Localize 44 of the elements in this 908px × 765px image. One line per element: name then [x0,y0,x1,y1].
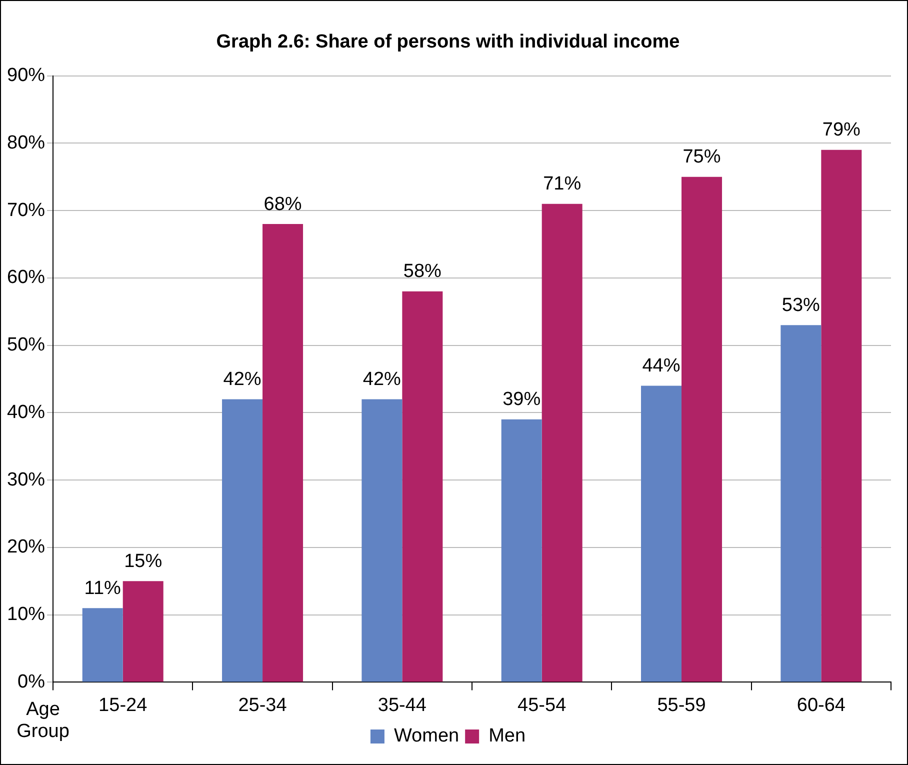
data-label: 79% [822,120,861,141]
bar [542,204,582,682]
data-label: 68% [264,194,302,215]
y-tick-label: 50% [6,334,46,356]
y-tick-label: 80% [6,132,46,154]
data-label: 75% [682,146,721,168]
y-tick-label: 30% [6,469,46,490]
bar [82,608,123,682]
y-tick-label: 60% [6,267,46,288]
y-tick-label: 40% [6,402,46,423]
bar [222,399,263,682]
y-tick-label: 90% [6,65,46,86]
bar [262,224,304,682]
legend-label: Women [394,726,460,747]
data-label: 44% [642,355,680,376]
bar [682,176,722,682]
y-tick-label: 0% [18,671,46,692]
legend-label: Men [488,726,526,747]
data-label: 53% [782,294,820,316]
x-tick-label: 35-44 [378,694,427,716]
y-tick-label: 70% [6,200,46,221]
x-tick-label: 60-64 [796,694,846,716]
y-tick-label: 10% [6,604,46,626]
bar [821,150,862,682]
data-label: 58% [403,261,442,282]
data-label: 42% [223,368,262,390]
data-label: 11% [84,578,122,599]
data-label: 71% [543,174,582,195]
x-tick-label: 55-59 [657,694,706,716]
y-tick-label: 20% [6,536,46,558]
bar [362,399,402,682]
bar [780,325,822,682]
bar [122,581,164,682]
data-label: 15% [124,550,162,572]
bar [641,386,682,682]
chart-title: Graph 2.6: Share of persons with individual income [216,32,680,53]
x-tick-label: 15-24 [98,694,148,716]
data-label: 42% [362,368,402,390]
x-tick-label: 45-54 [518,694,567,716]
bar [501,419,542,682]
bar [402,291,443,682]
data-label: 39% [502,389,541,410]
x-tick-label: 25-34 [238,694,288,716]
x-axis-title: Age Group [16,698,70,742]
